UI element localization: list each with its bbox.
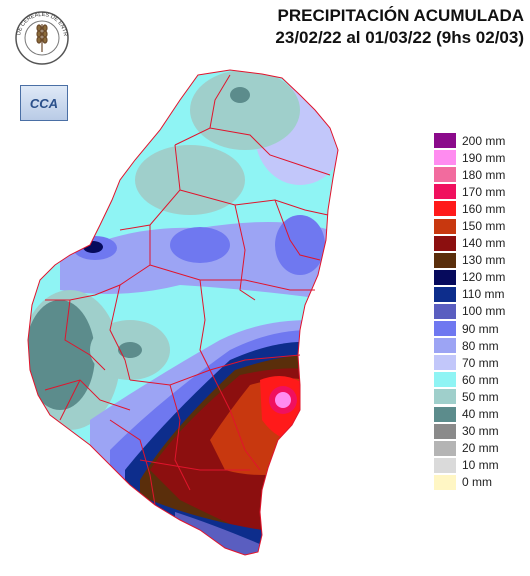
legend-item: 100 mm [434,303,526,320]
legend-swatch [434,286,456,302]
legend-swatch [434,167,456,183]
legend-item: 20 mm [434,440,526,457]
legend-item: 140 mm [434,235,526,252]
legend-item: 180 mm [434,166,526,183]
legend-item: 10 mm [434,457,526,474]
legend-swatch [434,184,456,200]
legend-swatch [434,406,456,422]
legend-label: 70 mm [462,355,499,370]
legend-item: 170 mm [434,183,526,200]
legend-swatch [434,303,456,319]
legend-label: 120 mm [462,270,506,285]
legend-swatch [434,133,456,149]
legend-swatch [434,218,456,234]
legend-swatch [434,321,456,337]
bolsa-cereales-logo: BOLSA DE CEREALES DE ENTRE RIOS [14,10,69,65]
legend-swatch [434,150,456,166]
legend-label: 40 mm [462,407,499,422]
legend-swatch [434,474,456,490]
legend-swatch [434,355,456,371]
legend-item: 60 mm [434,371,526,388]
department-boundaries [27,69,339,556]
legend-swatch [434,201,456,217]
cca-badge: CCA [20,85,68,121]
legend-swatch [434,338,456,354]
map-title: PRECIPITACIÓN ACUMULADA [277,6,525,25]
legend-swatch [434,440,456,456]
precip-legend: 200 mm 190 mm 180 mm 170 mm 160 mm 150 mm 140 … [434,132,526,491]
legend-label: 130 mm [462,253,506,268]
legend-label: 160 mm [462,201,506,216]
legend-label: 110 mm [462,287,505,302]
legend-label: 50 mm [462,389,499,404]
legend-label: 150 mm [462,219,506,234]
legend-item: 40 mm [434,406,526,423]
legend-label: 200 mm [462,133,506,148]
legend-swatch [434,269,456,285]
legend-item: 160 mm [434,200,526,217]
legend-swatch [434,372,456,388]
legend-item: 120 mm [434,269,526,286]
legend-item: 70 mm [434,354,526,371]
legend-swatch [434,389,456,405]
legend-item: 150 mm [434,217,526,234]
legend-item: 200 mm [434,132,526,149]
legend-label: 30 mm [462,424,499,439]
legend-label: 180 mm [462,167,506,182]
legend-swatch [434,252,456,268]
map-date-range: 23/02/22 al 01/03/22 (9hs 02/03) [275,28,524,47]
legend-label: 80 mm [462,338,499,353]
legend-item: 0 mm [434,474,526,491]
legend-item: 130 mm [434,252,526,269]
legend-label: 140 mm [462,236,506,251]
legend-item: 80 mm [434,337,526,354]
legend-swatch [434,235,456,251]
legend-swatch [434,423,456,439]
legend-label: 0 mm [462,475,492,490]
wheat-sheaf-icon [36,24,48,52]
legend-label: 10 mm [462,458,499,473]
legend-label: 170 mm [462,184,506,199]
legend-label: 60 mm [462,372,499,387]
legend-item: 50 mm [434,388,526,405]
legend-swatch [434,457,456,473]
legend-label: 100 mm [462,304,506,319]
legend-item: 90 mm [434,320,526,337]
legend-label: 20 mm [462,441,499,456]
legend-label: 190 mm [462,150,506,165]
map-title-block: PRECIPITACIÓN ACUMULADA 23/02/22 al 01/0… [275,5,524,49]
legend-item: 190 mm [434,149,526,166]
legend-label: 90 mm [462,321,499,336]
legend-item: 110 mm [434,286,526,303]
legend-item: 30 mm [434,423,526,440]
